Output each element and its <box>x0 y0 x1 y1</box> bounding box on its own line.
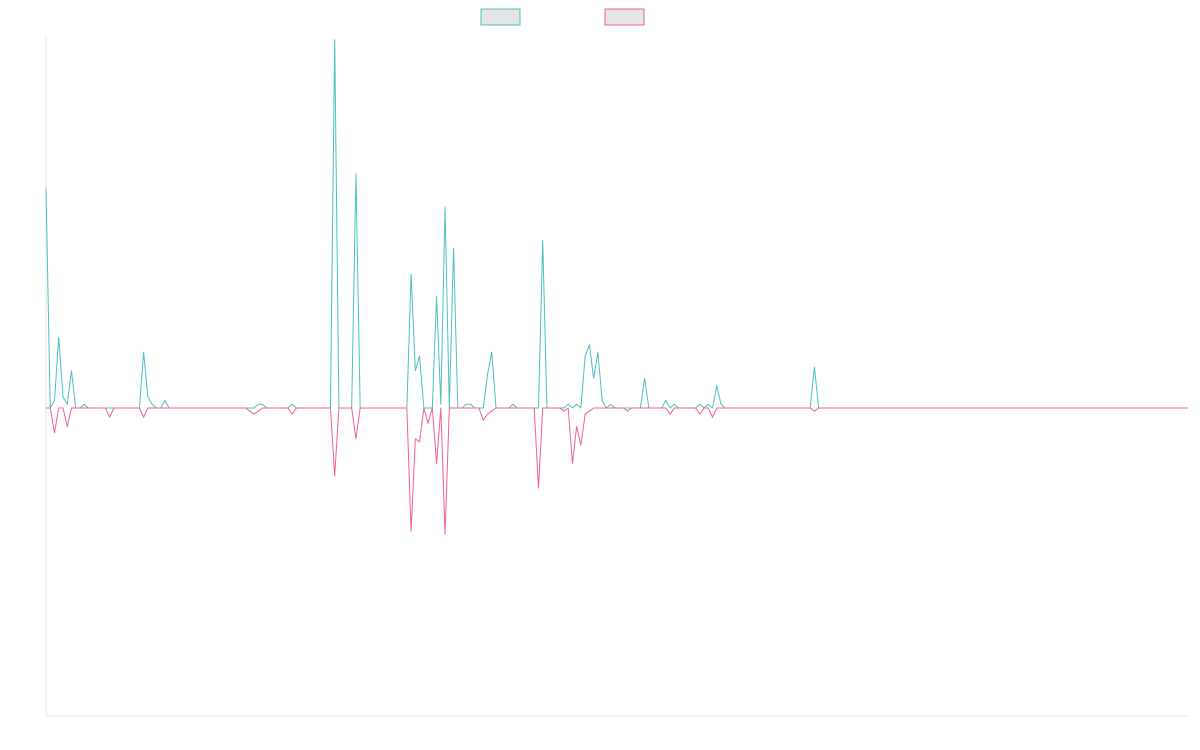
series-line-1 <box>45 39 1188 409</box>
series-layer <box>45 39 1188 535</box>
legend-swatch-2 <box>604 8 645 26</box>
legend <box>480 8 645 26</box>
axes <box>45 36 1188 717</box>
series-line-2 <box>46 407 1188 535</box>
legend-item-1[interactable] <box>480 8 521 26</box>
legend-swatch-1 <box>480 8 521 26</box>
legend-item-2[interactable] <box>604 8 645 26</box>
